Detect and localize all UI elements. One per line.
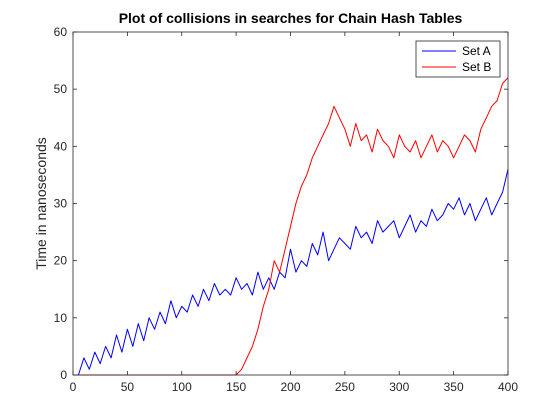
y-tick-label: 30 bbox=[54, 197, 68, 211]
x-tick-label: 200 bbox=[280, 380, 300, 394]
x-tick-label: 50 bbox=[121, 380, 135, 394]
y-tick-label: 10 bbox=[54, 311, 68, 325]
y-tick-label: 50 bbox=[54, 82, 68, 96]
y-axis-label: Time in nanoseconds bbox=[33, 137, 49, 270]
x-tick-label: 400 bbox=[498, 380, 518, 394]
legend-box bbox=[415, 40, 501, 78]
x-tick-label: 250 bbox=[335, 380, 355, 394]
legend-label: Set B bbox=[462, 60, 491, 74]
x-tick-label: 0 bbox=[70, 380, 77, 394]
legend-label: Set A bbox=[462, 44, 491, 58]
series-line-set-a bbox=[73, 169, 509, 376]
x-tick-label: 150 bbox=[226, 380, 246, 394]
x-tick-label: 300 bbox=[389, 380, 409, 394]
axes-layer: 0 50 100 150 200 250 300 350 400 0 10 20 30 40 50 60 bbox=[54, 25, 519, 394]
legend: Set A Set B bbox=[415, 40, 501, 78]
y-tick-label: 40 bbox=[54, 139, 68, 153]
y-tick-label: 0 bbox=[60, 368, 67, 382]
x-tick-label: 100 bbox=[172, 380, 192, 394]
y-tick-label: 60 bbox=[54, 25, 68, 39]
y-tick-label: 20 bbox=[54, 254, 68, 268]
chart-title: Plot of collisions in searches for Chain… bbox=[119, 10, 463, 26]
plot-area bbox=[73, 32, 508, 375]
x-tick-label: 350 bbox=[444, 380, 464, 394]
